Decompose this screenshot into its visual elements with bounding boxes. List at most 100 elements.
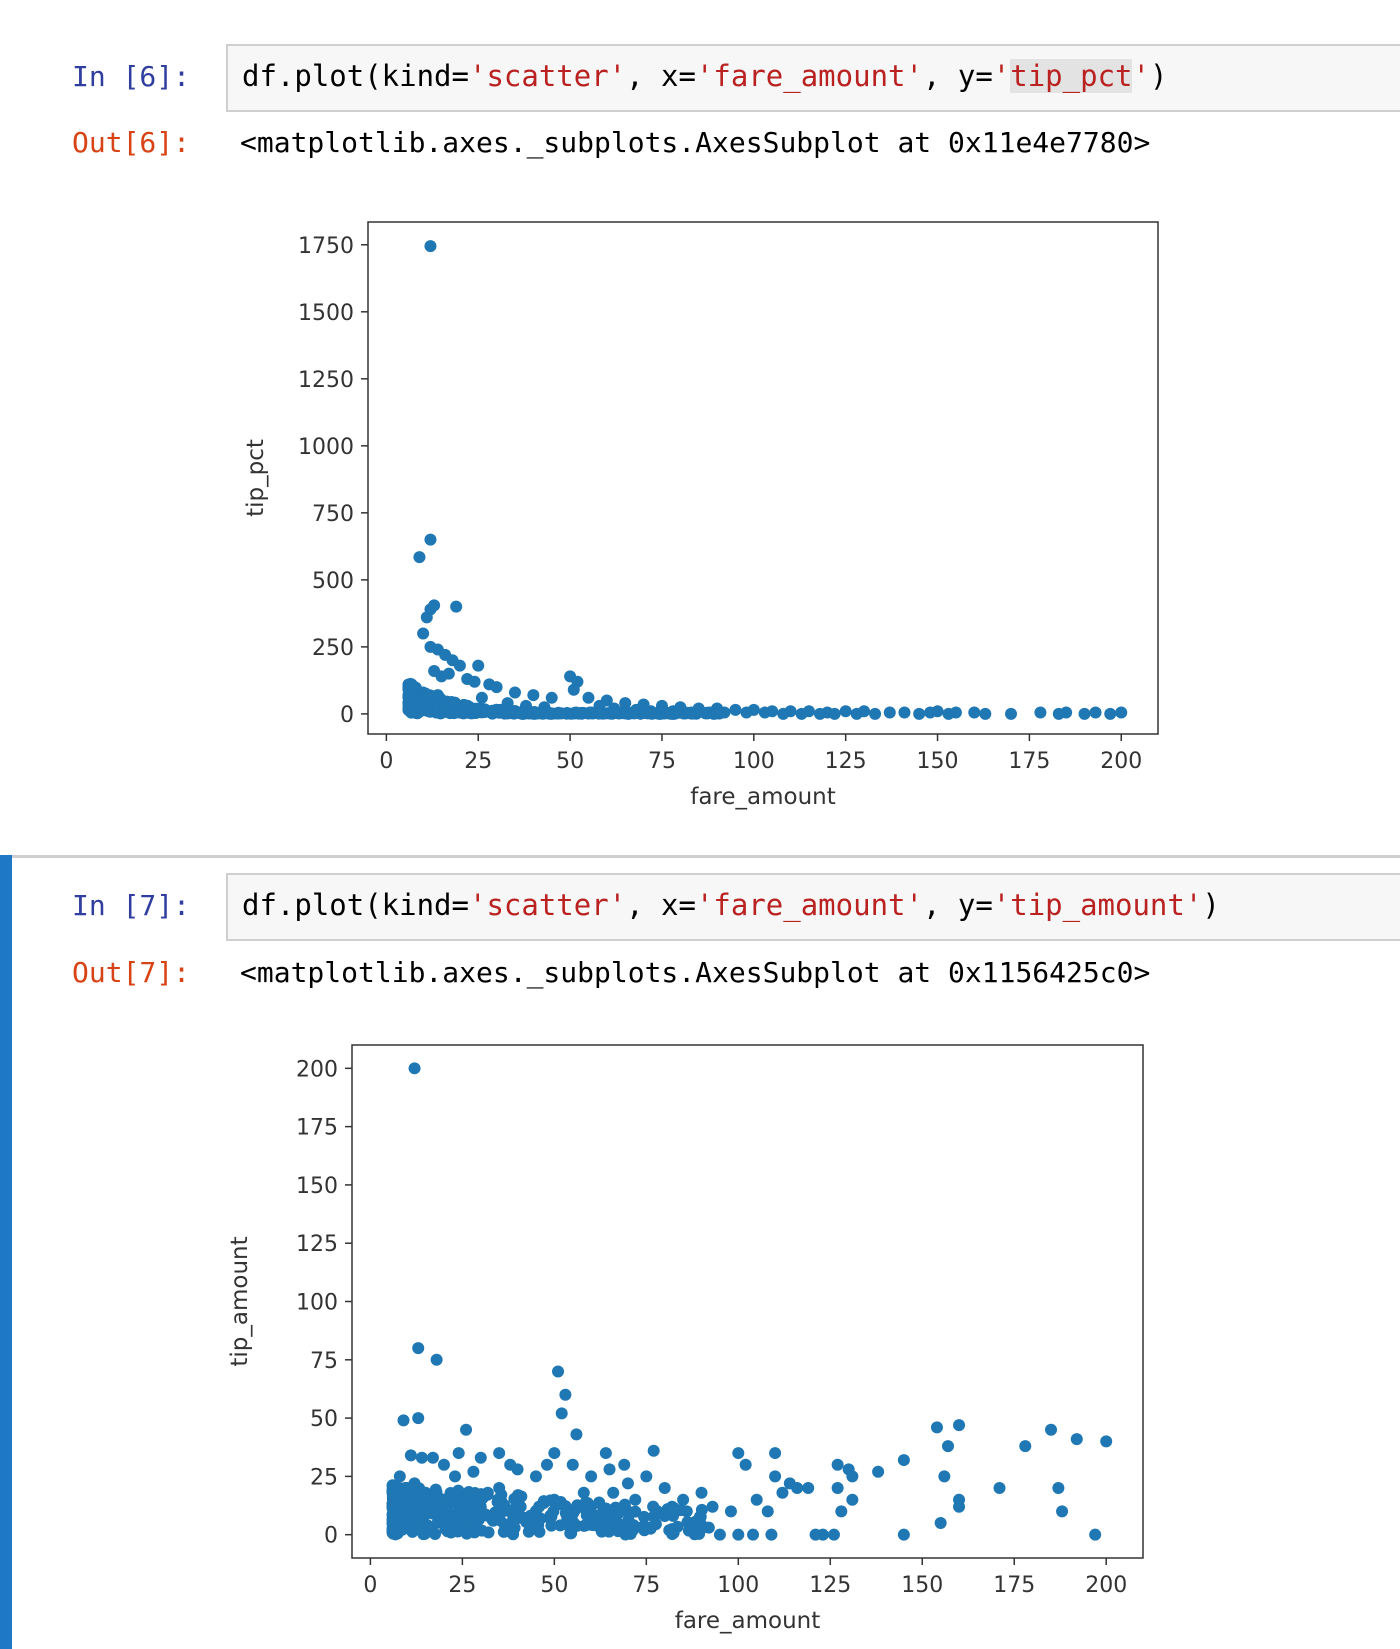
data-point	[600, 1447, 612, 1459]
data-point	[469, 703, 481, 715]
data-point	[418, 1506, 430, 1518]
data-point	[913, 708, 925, 720]
data-point	[509, 1512, 521, 1524]
data-point	[494, 1494, 506, 1506]
y-tick-label: 125	[296, 1232, 338, 1257]
notebook-cell-7[interactable]: In [7]: df.plot(kind='scatter', x='fare_…	[0, 855, 1400, 1649]
y-tick-label: 750	[312, 502, 354, 527]
data-point	[439, 1494, 451, 1506]
data-point	[747, 1529, 759, 1541]
data-point	[421, 692, 433, 704]
data-point	[629, 1494, 641, 1506]
data-point	[636, 1521, 648, 1533]
data-point	[568, 1517, 580, 1529]
data-point	[942, 1440, 954, 1452]
data-point	[450, 601, 462, 613]
data-point	[610, 707, 622, 719]
data-point	[938, 1470, 950, 1482]
data-point	[791, 1482, 803, 1494]
data-point	[796, 708, 808, 720]
data-point	[846, 1470, 858, 1482]
data-point	[759, 707, 771, 719]
data-point	[588, 1509, 600, 1521]
data-point	[531, 707, 543, 719]
data-point	[414, 1517, 426, 1529]
data-point	[1005, 708, 1017, 720]
data-point	[567, 1459, 579, 1471]
data-point	[1089, 1529, 1101, 1541]
data-point	[832, 1482, 844, 1494]
data-point	[409, 1062, 421, 1074]
data-point	[556, 1407, 568, 1419]
data-point	[427, 1452, 439, 1464]
data-point	[585, 1470, 597, 1482]
data-point	[392, 1499, 404, 1511]
x-tick-label: 150	[917, 749, 959, 774]
y-tick-label: 1250	[298, 368, 354, 393]
data-point	[884, 707, 896, 719]
data-point	[828, 1529, 840, 1541]
data-point	[1053, 708, 1065, 720]
data-point	[835, 1505, 847, 1517]
data-point	[405, 1449, 417, 1461]
data-point	[1052, 1482, 1064, 1494]
data-point	[439, 1523, 451, 1535]
y-tick-label: 75	[310, 1349, 338, 1374]
data-point	[596, 1526, 608, 1538]
data-point	[439, 702, 451, 714]
x-tick-label: 200	[1100, 749, 1142, 774]
x-tick-label: 200	[1085, 1573, 1127, 1598]
data-point	[515, 1501, 527, 1513]
axes-frame	[368, 222, 1158, 734]
y-axis-label: tip_pct	[243, 439, 269, 517]
data-point	[460, 1424, 472, 1436]
data-point	[924, 707, 936, 719]
data-point	[1100, 1435, 1112, 1447]
data-point	[546, 692, 558, 704]
data-point	[729, 704, 741, 716]
notebook-cell-6[interactable]: In [6]: df.plot(kind='scatter', x='fare_…	[0, 0, 1400, 845]
data-point	[689, 1516, 701, 1528]
data-point	[580, 1496, 592, 1508]
data-point	[898, 1454, 910, 1466]
y-tick-label: 175	[296, 1116, 338, 1141]
data-point	[416, 1452, 428, 1464]
data-point	[559, 1389, 571, 1401]
data-point	[622, 1477, 634, 1489]
x-tick-label: 150	[901, 1573, 943, 1598]
data-point	[533, 1501, 545, 1513]
y-axis-label: tip_amount	[227, 1236, 253, 1366]
scatter-plot-tip-amount: 0 25 50 75 100 125 150 175 200 0 25 50 75 100 125 150 17…	[0, 855, 1400, 1649]
data-point	[428, 1497, 440, 1509]
x-tick-label: 50	[556, 749, 584, 774]
x-tick-label: 25	[448, 1573, 476, 1598]
data-point	[953, 1501, 965, 1513]
data-point	[732, 1447, 744, 1459]
data-point	[1056, 1505, 1068, 1517]
data-point	[530, 1470, 542, 1482]
data-point	[711, 707, 723, 719]
data-point	[829, 708, 841, 720]
data-point	[568, 684, 580, 696]
data-point	[515, 706, 527, 718]
data-point	[412, 1342, 424, 1354]
data-point	[769, 1470, 781, 1482]
data-point	[545, 1520, 557, 1532]
x-tick-label: 100	[717, 1573, 759, 1598]
data-point	[612, 1525, 624, 1537]
data-point	[476, 692, 488, 704]
data-point	[528, 1521, 540, 1533]
data-point	[765, 1529, 777, 1541]
data-point	[1115, 707, 1127, 719]
data-point	[677, 1494, 689, 1506]
data-point	[659, 1482, 671, 1494]
data-point	[696, 1504, 708, 1516]
data-point	[491, 681, 503, 693]
data-point	[1019, 1440, 1031, 1452]
data-point	[1045, 1424, 1057, 1436]
data-point	[751, 1494, 763, 1506]
data-point	[898, 707, 910, 719]
x-tick-label: 0	[379, 749, 393, 774]
data-point	[931, 1421, 943, 1433]
data-point	[648, 1445, 660, 1457]
